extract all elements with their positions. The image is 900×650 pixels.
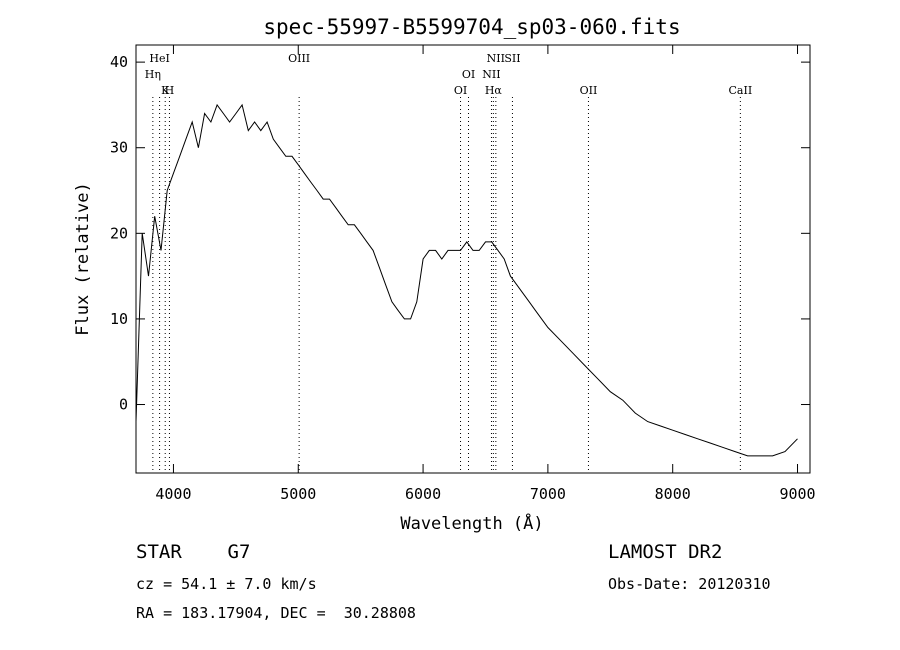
x-axis-label: Wavelength (Å) xyxy=(400,512,543,534)
ra-dec-coordinates: RA = 183.17904, DEC = 30.28808 xyxy=(136,604,416,622)
marker-label: NII xyxy=(487,52,505,65)
x-tick-label: 6000 xyxy=(405,485,441,503)
y-tick-label: 10 xyxy=(110,310,128,328)
y-tick-label: 0 xyxy=(119,396,128,414)
redshift-cz: cz = 54.1 ± 7.0 km/s xyxy=(136,575,317,593)
x-tick-label: 5000 xyxy=(280,485,316,503)
marker-label: OII xyxy=(580,84,598,97)
marker-label: CaII xyxy=(729,84,753,97)
x-tick-label: 7000 xyxy=(530,485,566,503)
object-class: STAR G7 xyxy=(136,541,251,563)
x-tick-label: 9000 xyxy=(779,485,815,503)
marker-label: HeI xyxy=(149,52,169,65)
marker-label: OI xyxy=(462,68,475,81)
y-tick-label: 40 xyxy=(110,53,128,71)
x-tick-label: 4000 xyxy=(155,485,191,503)
y-tick-label: 20 xyxy=(110,224,128,242)
chart-title: spec-55997-B5599704_sp03-060.fits xyxy=(263,15,680,39)
spectrum-series-line xyxy=(135,103,798,457)
marker-label: NII xyxy=(482,68,500,81)
y-tick-label: 30 xyxy=(110,139,128,157)
marker-label: OIII xyxy=(288,52,310,65)
y-axis-label: Flux (relative) xyxy=(73,182,93,336)
marker-label: OI xyxy=(454,84,467,97)
x-tick-label: 8000 xyxy=(655,485,691,503)
plot-frame xyxy=(135,44,811,474)
marker-label: Hα xyxy=(485,84,503,97)
axis-ticks: 4000 5000 6000 7000 8000 9000 0 10 20 30 40 xyxy=(110,45,816,503)
marker-label: SII xyxy=(504,52,520,65)
marker-label: Hη xyxy=(145,68,161,81)
series-layer xyxy=(135,103,798,457)
marker-label: H xyxy=(165,84,175,97)
survey-name: LAMOST DR2 xyxy=(608,541,723,563)
observation-date: Obs-Date: 20120310 xyxy=(608,575,771,593)
marker-label: K xyxy=(161,84,170,97)
